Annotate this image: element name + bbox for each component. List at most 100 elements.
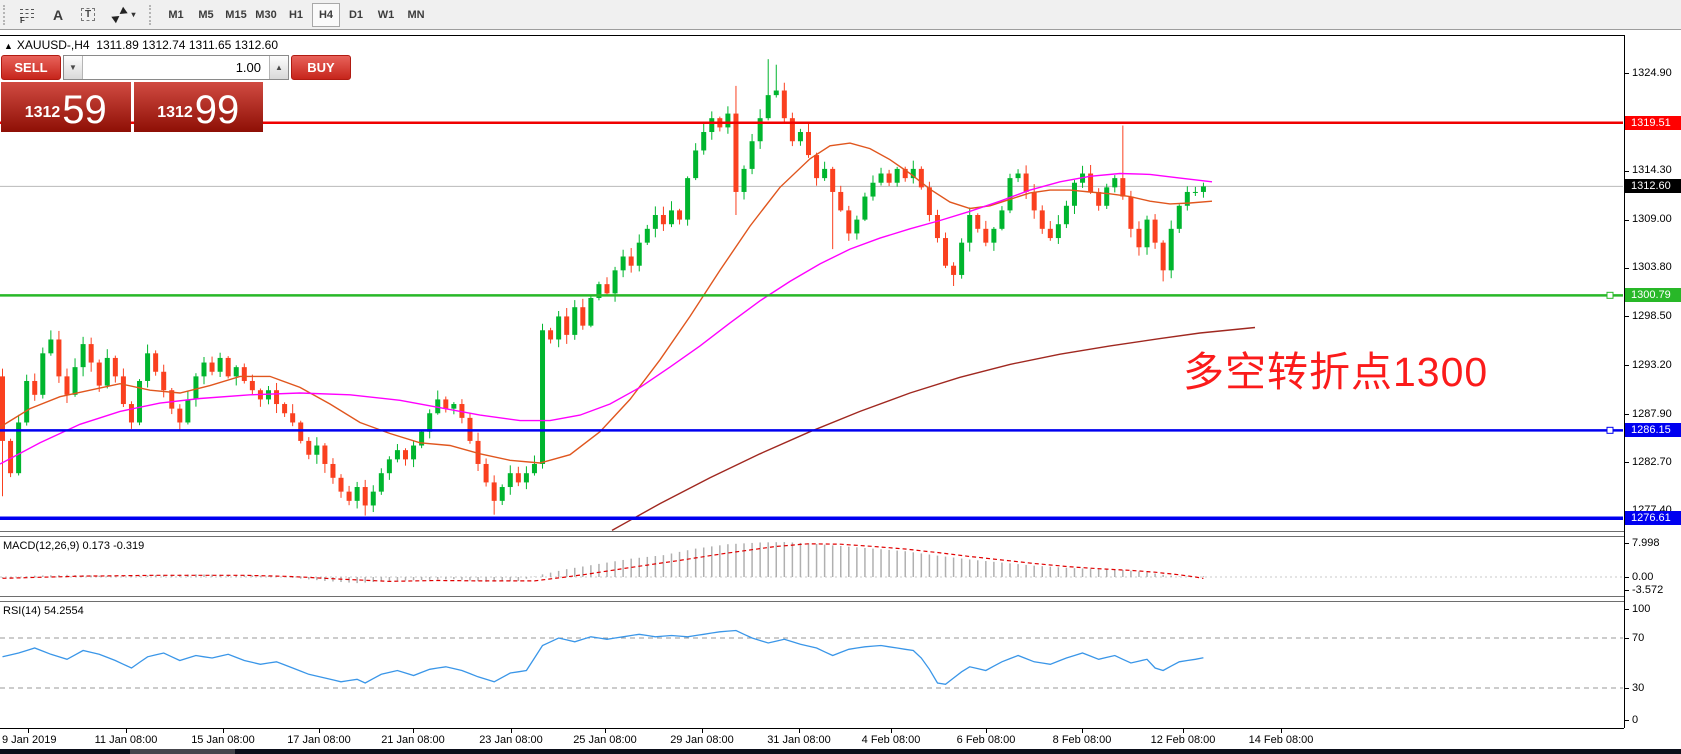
ma-mid-line[interactable] [0, 172, 1213, 465]
ma-fast-line[interactable] [0, 142, 1213, 464]
timeframe-button-m1[interactable]: M1 [168, 8, 184, 21]
sell-button[interactable]: SELL [1, 55, 61, 80]
rsi-tick-mark [1625, 688, 1629, 689]
timeframe-button-w1[interactable]: W1 [377, 8, 395, 21]
price-tick-mark [1625, 365, 1629, 367]
macd-signal-line [2, 543, 1204, 583]
hline-handle-1300.79[interactable] [1606, 291, 1614, 299]
price-scale[interactable]: 1324.90 1314.30 1309.00 1303.80 1298.50 1293.… [1624, 35, 1681, 728]
price-tick-mark [1625, 73, 1629, 74]
price-tag-1300.79: 1300.79 [1625, 288, 1681, 303]
rsi-panel-canvas[interactable] [0, 602, 1623, 728]
fibonacci-tool-button[interactable]: F [14, 3, 42, 27]
price-tick-mark [1625, 462, 1629, 464]
timeframe-button-m30[interactable]: M30 [255, 8, 277, 21]
text-tool-icon: A [52, 6, 64, 23]
macd-panel-canvas[interactable] [0, 537, 1623, 596]
time-tick-label: 17 Jan 08:00 [287, 734, 351, 746]
rsi-tick-label: 100 [1632, 602, 1651, 615]
toolbar: F A T ▾ M1 M5 M15 M30 H1 H4 D1 W1 MN [0, 0, 1681, 30]
rsi-line [2, 629, 1204, 685]
rsi-label: RSI(14) 54.2554 [3, 605, 84, 617]
time-tick-label: 8 Feb 08:00 [1052, 734, 1112, 746]
time-tick-label: 21 Jan 08:00 [381, 734, 445, 746]
timeframe-button-h4[interactable]: H4 [312, 2, 340, 27]
rsi-splitter[interactable] [0, 596, 1624, 602]
price-tick-mark [1625, 414, 1629, 416]
arrow-objects-button[interactable]: ▾ [104, 3, 144, 27]
volume-increase-button[interactable]: ▲ [269, 56, 288, 79]
macd-splitter[interactable] [0, 531, 1624, 537]
sell-price-tile[interactable]: 1312 59 [1, 82, 131, 132]
ma-slow-line[interactable] [611, 326, 1256, 531]
rsi-tick-label: 70 [1632, 631, 1645, 644]
time-tick-mark [891, 729, 892, 733]
price-tick-mark [1625, 316, 1629, 318]
price-tick-mark [1625, 170, 1629, 172]
timeframe-button-d1[interactable]: D1 [348, 8, 364, 21]
time-tick-label: 31 Jan 08:00 [767, 734, 831, 746]
time-tick-mark [223, 729, 224, 733]
price-tag-1286.15: 1286.15 [1625, 423, 1681, 438]
macd-label: MACD(12,26,9) 0.173 -0.319 [3, 540, 145, 552]
collapse-panel-icon[interactable]: ▲ [4, 41, 13, 51]
time-tick-label: 4 Feb 08:00 [861, 734, 921, 746]
buy-price-pips: 99 [194, 88, 240, 132]
timeframe-button-h1[interactable]: H1 [288, 8, 304, 21]
timeframe-button-m5[interactable]: M5 [198, 8, 214, 21]
price-tick-label: 1298.50 [1632, 309, 1672, 322]
time-tick-label: 12 Feb 08:00 [1150, 734, 1216, 746]
timeframe-button-mn[interactable]: MN [407, 8, 425, 21]
macd-histogram [1, 542, 1205, 584]
rsi-tick-label: 30 [1632, 681, 1645, 694]
price-tag-1276.61: 1276.61 [1625, 511, 1681, 526]
buy-button[interactable]: BUY [291, 55, 351, 80]
chevron-down-icon: ▾ [131, 10, 136, 19]
timeframe-button-m15[interactable]: M15 [225, 8, 247, 21]
price-tick-label: 1293.20 [1632, 358, 1672, 371]
chart-bottom-border [0, 728, 1624, 729]
price-tick-label: 1309.00 [1632, 213, 1672, 226]
macd-tick-label: 0.00 [1632, 570, 1654, 583]
time-tick-mark [605, 729, 606, 733]
fibonacci-icon: F [20, 8, 36, 25]
time-tick-label: 9 Jan 2019 [2, 734, 57, 746]
time-tick-mark [28, 729, 29, 733]
price-tick-label: 1314.30 [1632, 164, 1672, 177]
text-tool-button[interactable]: A [44, 3, 72, 27]
chart-top-border [0, 35, 1624, 36]
macd-tick-label: -3.572 [1632, 583, 1664, 596]
rsi-tick-mark [1625, 638, 1629, 639]
time-tick-mark [986, 729, 987, 733]
time-tick-mark [1183, 729, 1184, 733]
volume-decrease-button[interactable]: ▼ [64, 56, 83, 79]
volume-input[interactable] [83, 56, 269, 79]
price-tick-label: 1282.70 [1632, 455, 1672, 468]
time-tick-mark [511, 729, 512, 733]
symbol-ohlc-text: XAUUSD-,H4 1311.89 1312.74 1311.65 1312.… [16, 38, 279, 52]
price-tick-label: 1303.80 [1632, 261, 1672, 274]
macd-tick-mark [1625, 577, 1629, 578]
time-tick-mark [319, 729, 320, 733]
toolbar-drag-handle[interactable] [3, 4, 10, 25]
price-tick-label: 1287.90 [1632, 407, 1672, 420]
arrow-objects-icon [111, 6, 129, 23]
time-tick-mark [126, 729, 127, 733]
time-tick-label: 29 Jan 08:00 [670, 734, 734, 746]
candles [0, 59, 1206, 516]
rsi-tick-mark [1625, 609, 1629, 610]
hline-handle-1286.15[interactable] [1606, 426, 1614, 434]
main-chart-canvas[interactable] [0, 36, 1623, 531]
label-tool-button[interactable]: T [74, 3, 102, 27]
time-tick-label: 15 Jan 08:00 [191, 734, 255, 746]
macd-tick-label: 7.998 [1632, 536, 1660, 549]
buy-price-tile[interactable]: 1312 99 [133, 82, 263, 132]
time-tick-label: 23 Jan 08:00 [479, 734, 543, 746]
time-tick-label: 14 Feb 08:00 [1248, 734, 1314, 746]
sell-price-pips: 59 [62, 88, 107, 132]
chart-text-annotation[interactable]: 多空转折点1300 [1183, 349, 1489, 395]
time-tick-mark [702, 729, 703, 733]
time-axis[interactable]: 9 Jan 2019 11 Jan 08:00 15 Jan 08:00 17 Jan… [0, 729, 1624, 749]
timeframe-button-group: M1 M5 M15 M30 H1 H4 D1 W1 MN [161, 2, 431, 27]
rsi-tick-label: 0 [1632, 713, 1639, 726]
